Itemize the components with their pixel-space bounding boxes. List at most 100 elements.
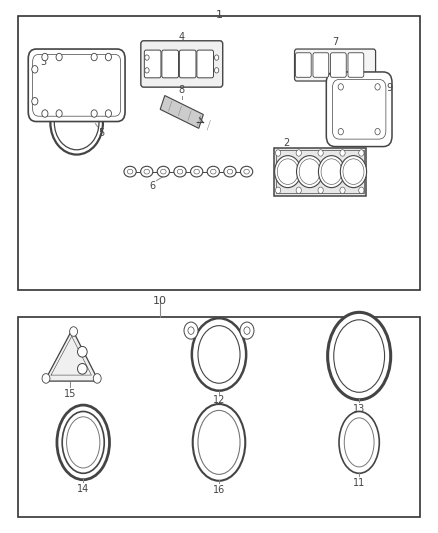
Ellipse shape	[174, 166, 186, 177]
Ellipse shape	[50, 91, 103, 155]
Ellipse shape	[207, 166, 219, 177]
Circle shape	[244, 327, 250, 334]
Circle shape	[318, 156, 345, 188]
Circle shape	[42, 374, 50, 383]
Circle shape	[42, 110, 48, 117]
Circle shape	[93, 374, 101, 383]
Circle shape	[338, 128, 343, 135]
Text: 8: 8	[179, 85, 185, 95]
Ellipse shape	[161, 169, 166, 174]
Ellipse shape	[54, 95, 99, 150]
Circle shape	[105, 53, 111, 61]
Circle shape	[375, 84, 380, 90]
Circle shape	[277, 159, 298, 184]
FancyBboxPatch shape	[32, 54, 120, 116]
Ellipse shape	[198, 326, 240, 383]
Circle shape	[375, 128, 380, 135]
Ellipse shape	[192, 318, 246, 391]
Circle shape	[214, 55, 219, 60]
Circle shape	[338, 84, 343, 90]
Circle shape	[340, 187, 345, 193]
Circle shape	[56, 110, 62, 117]
Circle shape	[297, 156, 323, 188]
Polygon shape	[45, 329, 99, 381]
FancyBboxPatch shape	[332, 79, 386, 139]
Polygon shape	[160, 95, 203, 128]
Ellipse shape	[224, 166, 236, 177]
FancyBboxPatch shape	[276, 150, 364, 193]
FancyBboxPatch shape	[141, 41, 223, 87]
Ellipse shape	[240, 166, 253, 177]
Ellipse shape	[78, 364, 87, 374]
Ellipse shape	[211, 169, 216, 174]
FancyBboxPatch shape	[274, 148, 366, 196]
Ellipse shape	[198, 410, 240, 474]
Circle shape	[359, 150, 364, 156]
FancyBboxPatch shape	[294, 49, 375, 81]
FancyBboxPatch shape	[162, 50, 178, 78]
Ellipse shape	[328, 312, 391, 400]
Circle shape	[105, 110, 111, 117]
Text: 10: 10	[153, 296, 167, 306]
Ellipse shape	[124, 166, 136, 177]
Ellipse shape	[67, 417, 100, 468]
Circle shape	[145, 68, 149, 73]
Circle shape	[343, 159, 364, 184]
Ellipse shape	[57, 405, 110, 480]
Ellipse shape	[127, 169, 133, 174]
Circle shape	[299, 159, 320, 184]
Text: 13: 13	[353, 404, 365, 414]
Circle shape	[42, 53, 48, 61]
Circle shape	[340, 156, 367, 188]
Circle shape	[56, 53, 62, 61]
FancyBboxPatch shape	[197, 50, 214, 78]
Ellipse shape	[78, 346, 87, 357]
FancyBboxPatch shape	[18, 16, 420, 290]
FancyBboxPatch shape	[348, 53, 364, 77]
Ellipse shape	[141, 166, 153, 177]
Text: 4: 4	[179, 31, 185, 42]
Ellipse shape	[157, 166, 170, 177]
FancyBboxPatch shape	[18, 317, 420, 517]
Circle shape	[276, 150, 281, 156]
Circle shape	[275, 156, 301, 188]
Circle shape	[318, 150, 323, 156]
Circle shape	[145, 55, 149, 60]
FancyBboxPatch shape	[28, 49, 125, 122]
Text: 11: 11	[353, 478, 365, 488]
Ellipse shape	[62, 411, 104, 473]
Text: 6: 6	[149, 181, 155, 191]
Text: 7: 7	[332, 37, 338, 47]
Circle shape	[184, 322, 198, 339]
Ellipse shape	[144, 169, 149, 174]
Circle shape	[318, 187, 323, 193]
Circle shape	[32, 98, 38, 105]
Circle shape	[276, 187, 281, 193]
FancyBboxPatch shape	[313, 53, 328, 77]
Ellipse shape	[193, 404, 245, 481]
FancyBboxPatch shape	[144, 50, 161, 78]
FancyBboxPatch shape	[330, 53, 346, 77]
Ellipse shape	[344, 418, 374, 467]
Text: 16: 16	[213, 485, 225, 495]
Ellipse shape	[227, 169, 233, 174]
Circle shape	[321, 159, 342, 184]
Ellipse shape	[339, 411, 379, 473]
Text: 1: 1	[215, 10, 223, 20]
Text: 2: 2	[283, 138, 289, 148]
Text: 3: 3	[41, 56, 47, 67]
Ellipse shape	[191, 166, 203, 177]
Text: 14: 14	[77, 484, 89, 494]
Circle shape	[296, 150, 301, 156]
Text: 9: 9	[386, 83, 392, 93]
Circle shape	[91, 53, 97, 61]
FancyBboxPatch shape	[295, 53, 311, 77]
Circle shape	[91, 110, 97, 117]
Circle shape	[188, 327, 194, 334]
Ellipse shape	[177, 169, 183, 174]
FancyBboxPatch shape	[326, 72, 392, 147]
Circle shape	[296, 187, 301, 193]
FancyBboxPatch shape	[180, 50, 196, 78]
Circle shape	[359, 187, 364, 193]
Text: 15: 15	[64, 389, 76, 399]
